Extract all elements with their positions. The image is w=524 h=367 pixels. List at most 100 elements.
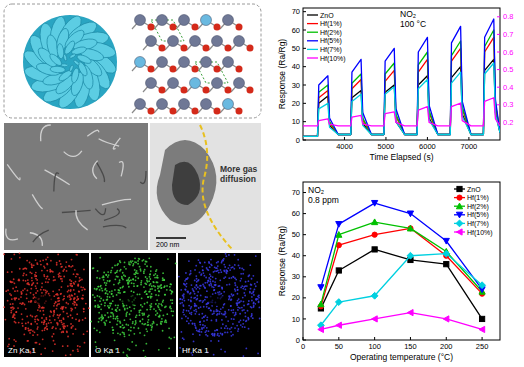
- eds-dot: [137, 260, 139, 262]
- eds-dot: [181, 302, 183, 304]
- eds-dot: [223, 304, 225, 306]
- eds-dot: [122, 279, 124, 281]
- eds-dot: [237, 259, 239, 261]
- wrinkle: [54, 173, 59, 192]
- eds-dot: [209, 273, 211, 275]
- eds-dot: [120, 326, 122, 328]
- eds-dot: [41, 286, 43, 288]
- eds-dot: [10, 281, 12, 283]
- eds-dot: [26, 316, 28, 318]
- eds-dot: [63, 327, 65, 329]
- eds-dot: [58, 315, 60, 317]
- eds-dot: [37, 309, 39, 311]
- eds-dot: [158, 349, 160, 351]
- eds-dot: [62, 345, 64, 347]
- eds-dot: [132, 265, 134, 267]
- eds-dot: [96, 289, 98, 291]
- eds-dot: [75, 318, 77, 320]
- wrinkle: [103, 225, 126, 228]
- eds-dot: [201, 317, 203, 319]
- marker: [372, 247, 377, 252]
- eds-dot: [211, 320, 213, 322]
- marker: [407, 310, 413, 316]
- tem-background: [150, 123, 261, 250]
- eds-dot: [143, 272, 145, 274]
- eds-dot: [203, 285, 205, 287]
- eds-dot: [132, 321, 134, 323]
- eds-dot: [110, 316, 112, 318]
- eds-dot: [31, 316, 33, 318]
- eds-dot: [97, 295, 99, 297]
- marker: [372, 219, 378, 225]
- eds-dot: [140, 270, 142, 272]
- eds-dot: [53, 333, 55, 335]
- eds-dot: [106, 290, 108, 292]
- eds-dot: [137, 272, 139, 274]
- eds-dot: [43, 289, 45, 291]
- eds-dot: [234, 264, 236, 266]
- eds-dot: [160, 322, 162, 324]
- eds-dot: [196, 298, 198, 300]
- eds-dot: [141, 280, 143, 282]
- annotation: NO₂: [308, 185, 324, 195]
- eds-dot: [98, 312, 100, 314]
- eds-dot: [199, 262, 201, 264]
- eds-dot: [73, 304, 75, 306]
- eds-dot: [215, 320, 217, 322]
- eds-dot: [43, 314, 45, 316]
- hf-atom: [190, 78, 201, 89]
- eds-dot: [141, 306, 143, 308]
- eds-dot: [258, 295, 260, 297]
- eds-dot: [215, 267, 217, 269]
- eds-dot: [125, 268, 127, 270]
- eds-background: [4, 253, 89, 357]
- eds-dot: [242, 273, 244, 275]
- eds-dot: [107, 280, 109, 282]
- eds-dot: [76, 254, 78, 256]
- eds-dot: [221, 313, 223, 315]
- eds-dot: [154, 289, 156, 291]
- eds-dot: [209, 285, 211, 287]
- eds-dot: [206, 306, 208, 308]
- eds-dot: [72, 303, 74, 305]
- eds-dot: [58, 297, 60, 299]
- eds-dot: [14, 317, 16, 319]
- eds-dot: [243, 269, 245, 271]
- eds-dot: [11, 298, 13, 300]
- eds-dot: [183, 283, 185, 285]
- eds-dot: [22, 325, 24, 327]
- eds-dot: [72, 265, 74, 267]
- eds-dot: [204, 287, 206, 289]
- eds-dot: [133, 263, 135, 265]
- eds-dot: [41, 282, 43, 284]
- eds-dot: [160, 284, 162, 286]
- eds-dot: [140, 282, 142, 284]
- eds-dot: [57, 254, 59, 256]
- eds-dot: [136, 315, 138, 317]
- eds-dot: [114, 339, 116, 341]
- legend-marker: [456, 229, 462, 235]
- eds-dot: [210, 309, 212, 311]
- eds-dot: [5, 290, 7, 292]
- petal: [61, 64, 68, 67]
- eds-dot: [9, 293, 11, 295]
- eds-dot: [228, 277, 230, 279]
- eds-dot: [103, 276, 105, 278]
- eds-dot: [139, 293, 141, 295]
- eds-dot: [194, 269, 196, 271]
- eds-dot: [43, 321, 45, 323]
- annotation: 100 °C: [400, 19, 426, 29]
- marker: [372, 316, 378, 322]
- y-tick-label: 0: [296, 136, 300, 145]
- eds-void: [122, 294, 140, 306]
- eds-dot: [49, 316, 51, 318]
- eds-dot: [229, 296, 231, 298]
- petal: [63, 54, 67, 61]
- eds-dot: [154, 277, 156, 279]
- eds-dot: [57, 298, 59, 300]
- eds-dot: [134, 324, 136, 326]
- eds-dot: [119, 270, 121, 272]
- eds-dot: [30, 300, 32, 302]
- eds-dot: [162, 301, 164, 303]
- eds-dot: [164, 294, 166, 296]
